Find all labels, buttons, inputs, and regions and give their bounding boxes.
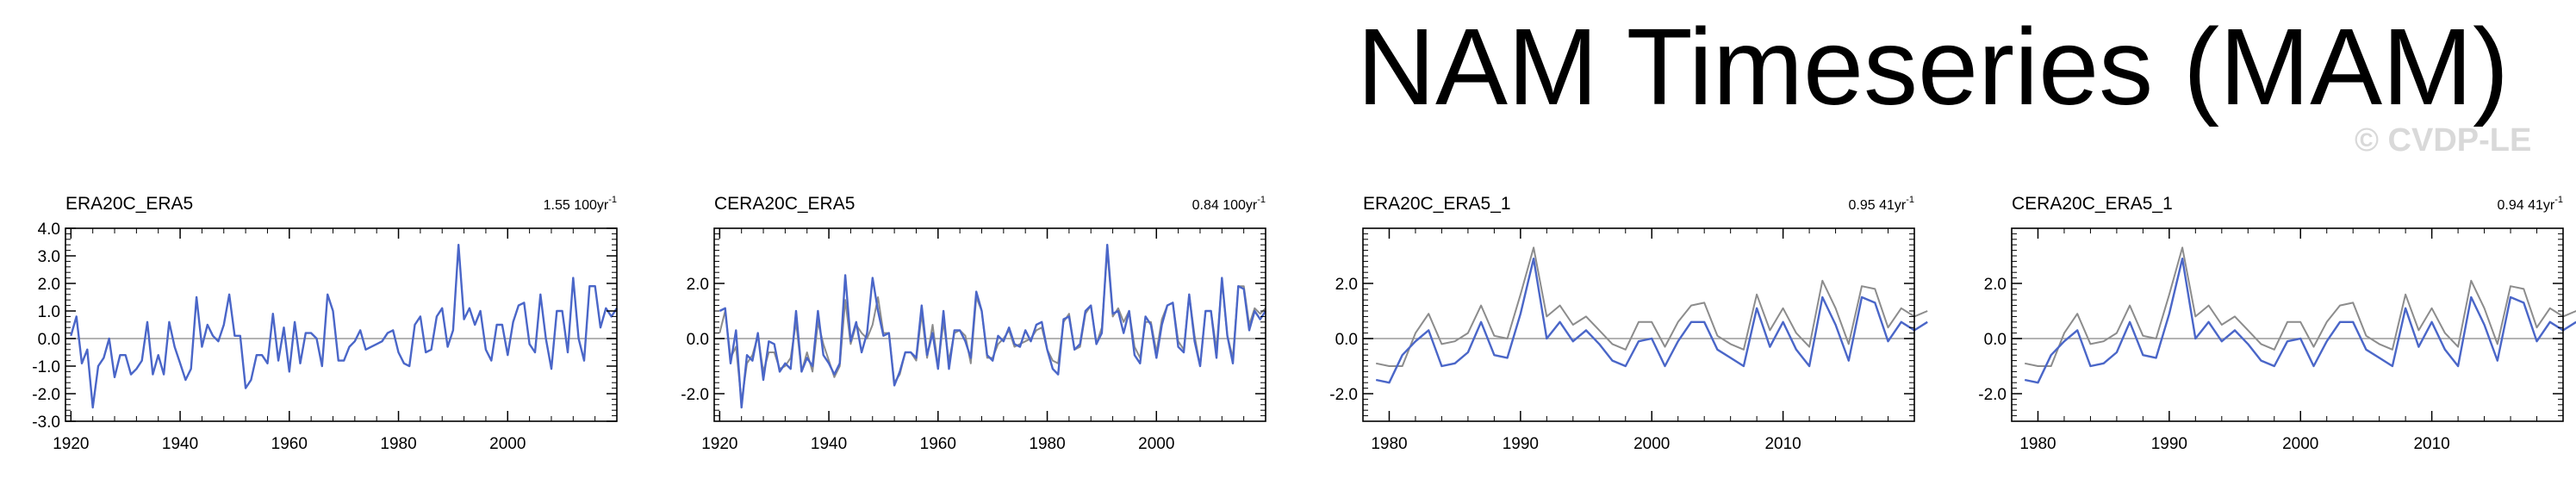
y-tick-label: 0.0 [1335,331,1358,349]
plot-frame [2011,227,2564,422]
y-tick-label: -3.0 [32,413,60,432]
y-tick-label: 0.0 [38,331,60,349]
trend-exponent: -1 [608,195,617,205]
y-tick-label: -1.0 [32,358,60,376]
y-tick-label: 0.0 [1984,331,2007,349]
x-tick-label: 1990 [2151,435,2187,453]
panel-title: ERA20C_ERA5 [65,194,193,214]
panel-title: CERA20C_ERA5 [714,194,855,214]
trend-exponent: -1 [2554,195,2563,205]
y-tick-label: -2.0 [32,386,60,404]
trend-unit: 100yr [1223,198,1258,213]
chart-panel-1: ERA20C_ERA5 1.55 100yr-1 -3.0 -2.0 -1.0 0.0 1.… [32,194,619,453]
chart-panel-4: CERA20C_ERA5_1 0.94 41yr-1 -2.0 0.0 2.0 1980 1… [1978,194,2576,453]
y-tick-label: 2.0 [687,276,709,294]
x-tick-label: 2000 [2282,435,2318,453]
x-tick-label: 1960 [271,435,308,453]
x-tick-label: 2010 [1764,435,1801,453]
series-line-model [1375,258,1928,384]
y-tick-label: 4.0 [38,221,60,239]
series-line-obs [1375,246,1928,367]
x-tick-label: 1980 [380,435,416,453]
panel-title: ERA20C_ERA5_1 [1363,194,1511,214]
y-tick-label: -2.0 [681,386,709,404]
trend-exponent: -1 [1257,195,1266,205]
series-line-model [70,244,619,409]
x-tick-label: 1920 [53,435,89,453]
watermark: © CVDP-LE [2355,122,2532,159]
series-line-obs [719,249,1266,403]
x-tick-label: 1980 [1029,435,1065,453]
trend-value: 0.84 [1192,198,1219,213]
x-tick-label: 1940 [162,435,198,453]
x-tick-label: 1980 [1371,435,1407,453]
trend-statistic: 1.55 100yr-1 [544,195,617,213]
trend-unit: 100yr [574,198,609,213]
y-tick-label: -2.0 [1329,386,1358,404]
x-tick-label: 2000 [1138,435,1174,453]
plot-frame [65,227,618,422]
trend-statistic: 0.95 41yr-1 [1849,195,1915,213]
x-tick-label: 1980 [2019,435,2056,453]
panel-title: CERA20C_ERA5_1 [2012,194,2173,214]
x-tick-label: 2000 [1633,435,1670,453]
trend-unit: 41yr [2528,198,2555,213]
y-tick-label: 2.0 [1335,276,1358,294]
trend-value: 0.95 [1849,198,1876,213]
chart-panel-2: CERA20C_ERA5 0.84 100yr-1 -2.0 0.0 2.0 1920 19… [681,194,1267,453]
x-tick-label: 1940 [811,435,847,453]
series-line-model [2024,258,2576,384]
trend-value: 1.55 [544,198,570,213]
y-tick-label: 1.0 [38,303,60,321]
x-tick-label: 1920 [701,435,737,453]
series-line-obs [2024,246,2576,367]
y-tick-label: -2.0 [1978,386,2007,404]
y-tick-label: 0.0 [687,331,709,349]
series-line-model [719,244,1267,409]
trend-value: 0.94 [2498,198,2524,213]
x-tick-label: 1990 [1503,435,1539,453]
x-tick-label: 2010 [2413,435,2449,453]
chart-panel-3: ERA20C_ERA5_1 0.95 41yr-1 -2.0 0.0 2.0 1980 19… [1329,194,1928,453]
trend-exponent: -1 [1906,195,1914,205]
y-tick-label: 2.0 [1984,276,2007,294]
plot-frame [713,227,1266,422]
x-tick-label: 1960 [920,435,956,453]
y-tick-label: 3.0 [38,248,60,266]
y-tick-label: 2.0 [38,276,60,294]
trend-statistic: 0.84 100yr-1 [1192,195,1266,213]
plot-frame [1362,227,1915,422]
trend-unit: 41yr [1879,198,1907,213]
trend-statistic: 0.94 41yr-1 [2498,195,2564,213]
page-title: NAM Timeseries (MAM) [1357,6,2510,127]
x-tick-label: 2000 [489,435,526,453]
